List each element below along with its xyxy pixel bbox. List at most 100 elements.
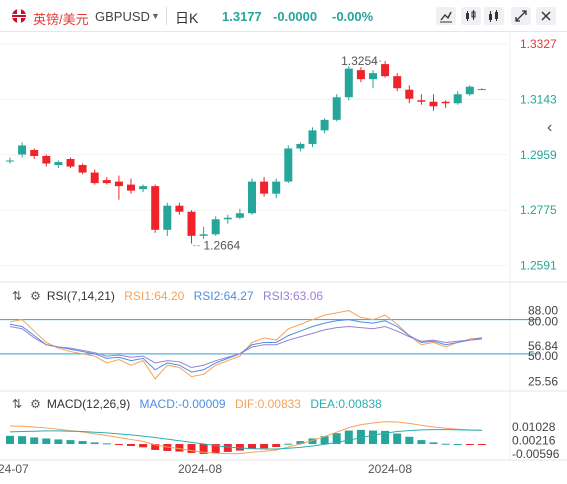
price-change: -0.0000 <box>273 9 318 24</box>
candle-body <box>332 97 341 120</box>
candle-body <box>114 181 123 187</box>
candle-body <box>175 205 184 212</box>
candle-body <box>30 149 39 156</box>
rsi-line-rsi2 <box>9 319 482 373</box>
price-tick-label: 1.2775 <box>520 203 557 217</box>
collapse-icon[interactable]: ⇅ <box>12 289 23 303</box>
candle-body <box>211 219 220 235</box>
x-tick-label: 24-07 <box>0 462 29 476</box>
candle-body <box>284 148 293 182</box>
candle-body <box>477 89 486 91</box>
macd-histogram-bar <box>417 440 426 445</box>
macd-histogram-bar <box>30 437 39 445</box>
candle-body <box>381 64 390 77</box>
candle-body <box>344 68 353 98</box>
macd-histogram-bar <box>393 433 402 445</box>
macd-histogram-bar <box>356 429 365 445</box>
candle-body <box>151 186 160 230</box>
candle-body <box>320 119 329 131</box>
candle-body <box>127 184 135 191</box>
macd-histogram-bar <box>284 443 293 445</box>
candle-body <box>453 94 462 104</box>
macd-histogram-bar <box>308 438 317 445</box>
candle-body <box>417 100 426 102</box>
symbol-name[interactable]: 英镑/美元 <box>33 12 89 27</box>
close-icon[interactable] <box>536 7 556 25</box>
macd-histogram-bar <box>272 444 281 447</box>
macd-histogram-bar <box>42 438 51 445</box>
rsi1-value: RSI1:64.20 <box>124 289 185 303</box>
macd-histogram-bar <box>114 444 123 446</box>
candle-body <box>223 217 232 220</box>
candle-body <box>54 162 63 166</box>
candle-body <box>90 172 99 184</box>
macd-histogram-bar <box>381 430 390 445</box>
macd-histogram-bar <box>187 444 196 453</box>
low-label: 1.2664 <box>204 239 241 253</box>
macd-histogram-bar <box>405 436 414 445</box>
indicator-icon[interactable] <box>484 7 504 25</box>
rsi2-value: RSI2:64.27 <box>193 289 254 303</box>
candle-body <box>356 70 365 80</box>
macd-histogram-bar <box>139 444 148 448</box>
macd-histogram-bar <box>260 444 269 449</box>
candle-body <box>260 181 269 194</box>
macd-histogram-bar <box>296 441 305 445</box>
candle-body <box>42 155 51 164</box>
collapse-icon[interactable]: ⇅ <box>12 397 23 411</box>
macd-title: MACD(12,26,9) <box>46 397 131 411</box>
macd-histogram-bar <box>223 444 232 452</box>
candle-body <box>405 89 414 99</box>
rsi-line-rsi3 <box>9 325 482 369</box>
rsi3-value: RSI3:63.06 <box>263 289 324 303</box>
candle-body <box>429 101 438 107</box>
rsi-line-rsi1 <box>9 310 482 380</box>
macd-histogram-bar <box>453 444 462 446</box>
price-tick-label: 1.3327 <box>520 37 557 51</box>
settings-icon[interactable]: ⚙ <box>30 397 41 411</box>
rsi-tick-label: 88.00 <box>528 304 558 318</box>
candle-body <box>66 159 75 167</box>
dif-value: DIF:0.00833 <box>234 397 301 411</box>
macd-histogram-bar <box>332 433 341 445</box>
candle-settings-icon[interactable] <box>461 7 481 25</box>
candle-body <box>308 130 317 144</box>
candle-body <box>78 165 87 173</box>
candle-body <box>441 101 450 104</box>
candle-body <box>465 86 474 95</box>
macd-histogram-bar <box>344 430 353 445</box>
macd-histogram-bar <box>18 436 27 445</box>
rsi-legend: ⇅ ⚙ RSI(7,14,21) RSI1:64.20 RSI2:64.27 RSI… <box>12 288 323 304</box>
candle-body <box>272 181 281 194</box>
fullscreen-icon[interactable] <box>511 7 531 25</box>
candle-body <box>139 186 148 190</box>
macd-histogram-bar <box>90 442 99 445</box>
candle-body <box>18 145 27 155</box>
symbol-code[interactable]: GBPUSD <box>95 9 150 24</box>
macd-histogram-bar <box>211 444 220 454</box>
macd-histogram-bar <box>54 439 63 445</box>
timeframe-selector[interactable]: 日K <box>175 10 199 26</box>
macd-dea-line <box>9 429 482 450</box>
rsi-tick-label: 80.00 <box>528 315 558 329</box>
macd-histogram-bar <box>199 444 208 454</box>
candle-body <box>248 181 256 214</box>
chart-toolbar: 英镑/美元 GBPUSD ▼ 日K 1.3177 -0.0000 -0.00% <box>0 0 567 32</box>
chevron-left-icon[interactable]: ‹ <box>547 119 553 136</box>
toolbar-divider <box>166 7 167 25</box>
macd-dif-line <box>9 421 482 455</box>
settings-icon[interactable]: ⚙ <box>30 289 41 303</box>
rsi-tick-label: 25.56 <box>528 375 558 389</box>
macd-histogram-bar <box>369 430 377 445</box>
macd-histogram-bar <box>477 444 486 446</box>
macd-histogram-bar <box>465 444 474 446</box>
macd-histogram-bar <box>175 444 184 452</box>
price-change-percent: -0.00% <box>332 9 374 24</box>
draw-line-icon[interactable] <box>436 7 456 25</box>
macd-histogram-bar <box>151 444 160 450</box>
candle-body <box>296 143 305 149</box>
macd-tick-label: 0.01028 <box>512 420 556 434</box>
x-tick-label: 2024-08 <box>368 462 412 476</box>
chevron-down-icon[interactable]: ▼ <box>151 11 160 21</box>
price-tick-label: 1.2591 <box>520 259 557 273</box>
